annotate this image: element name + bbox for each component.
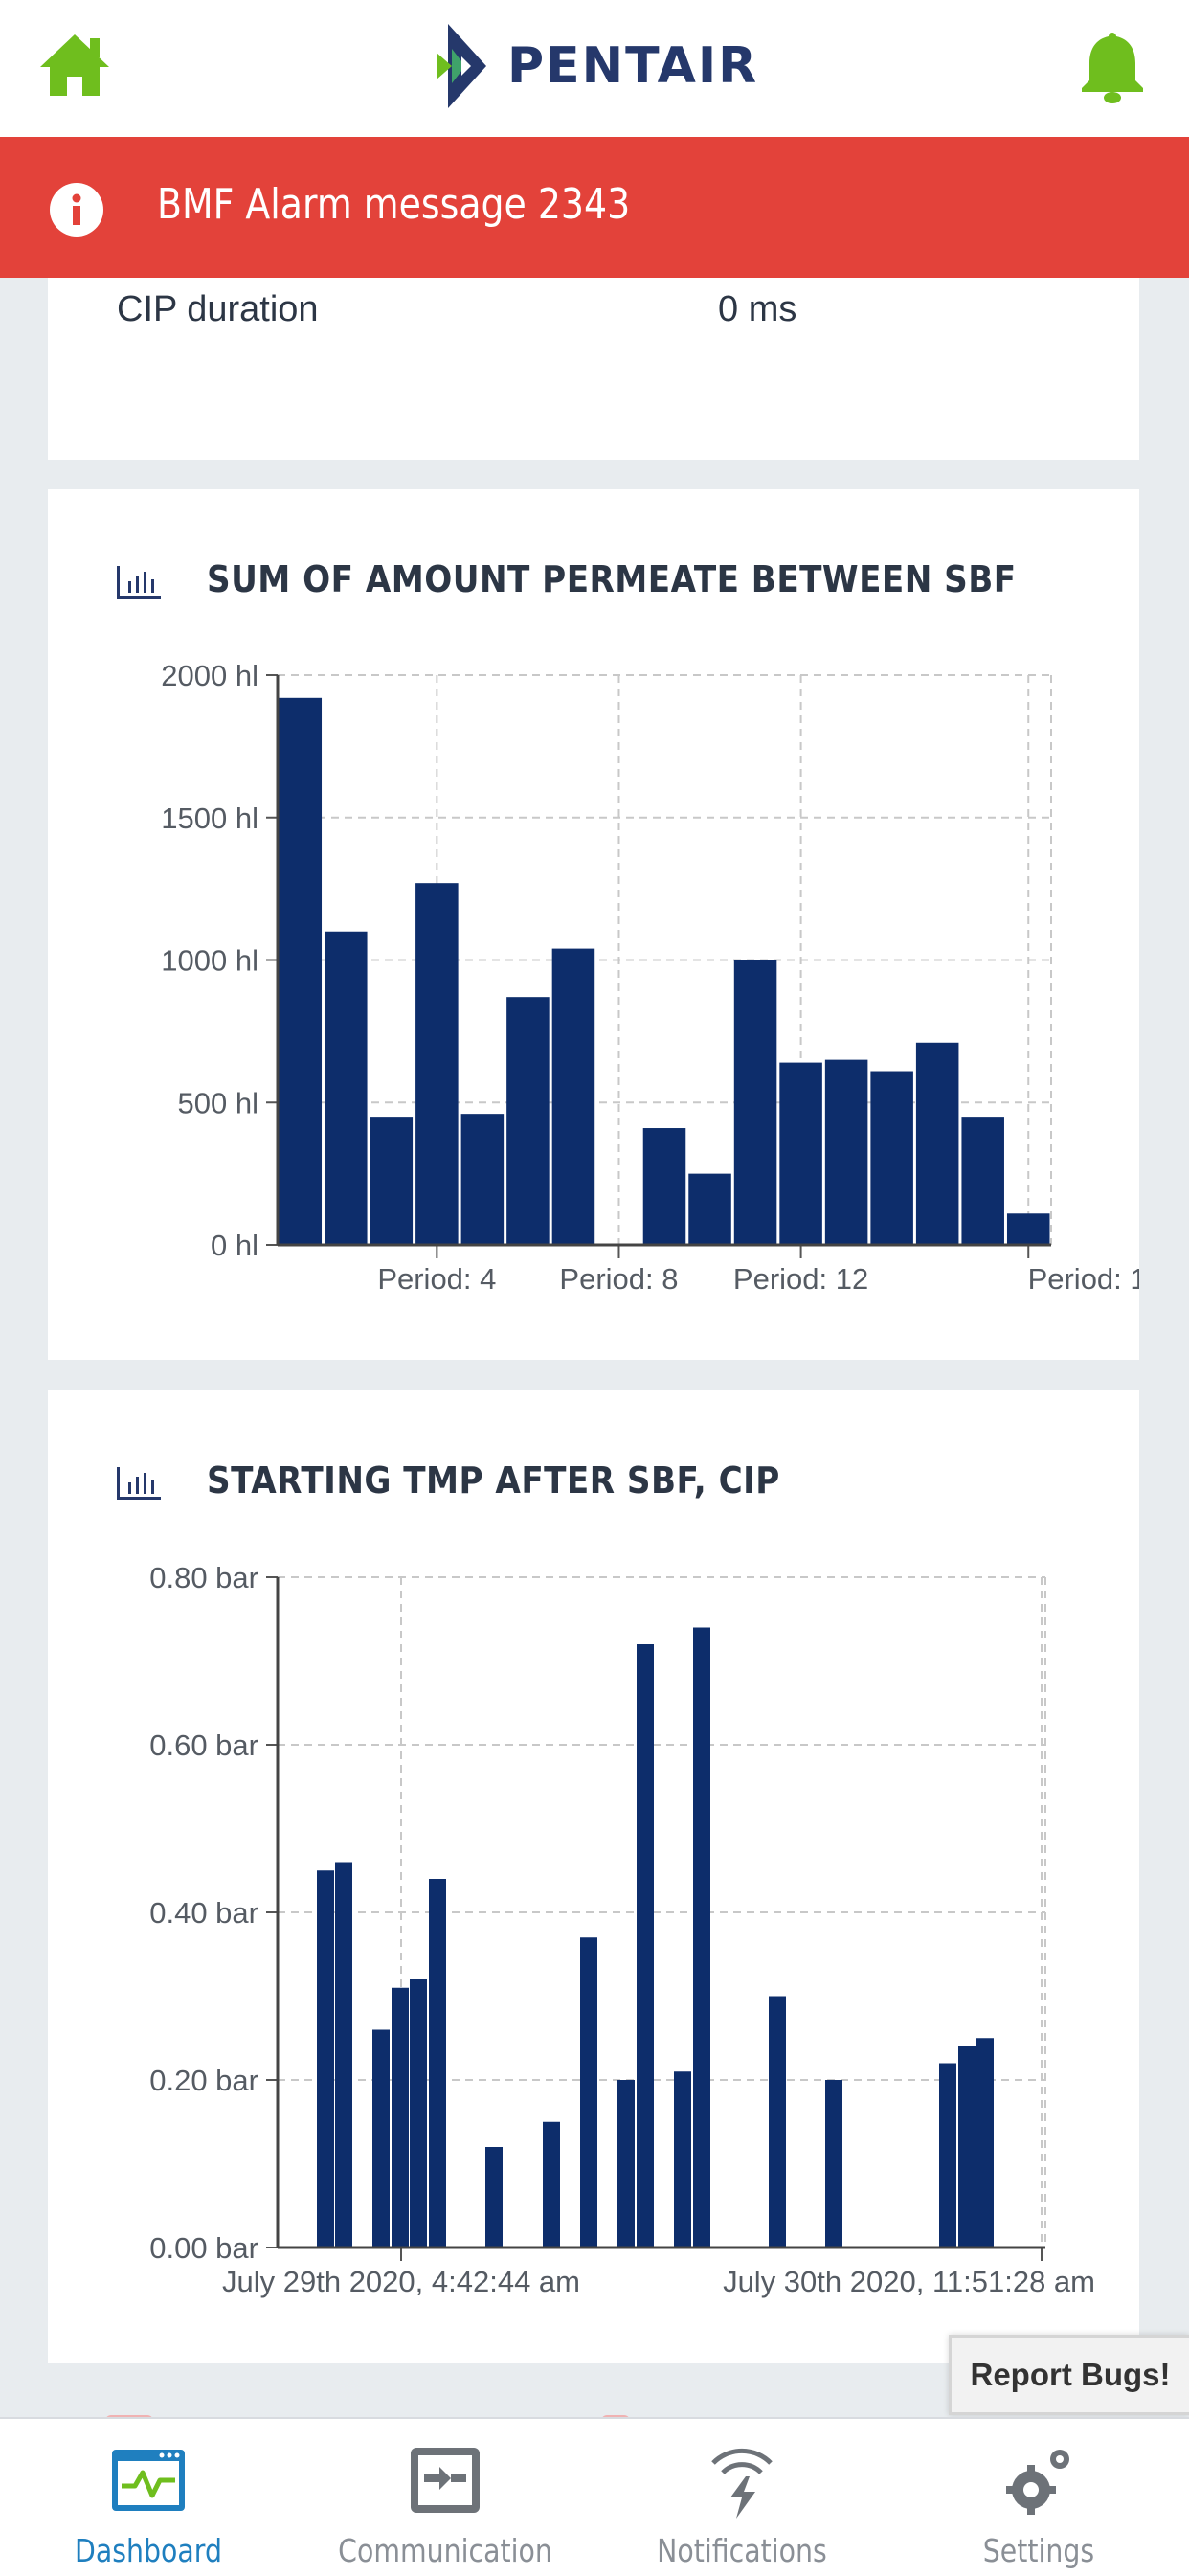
bar: [976, 2038, 994, 2248]
bar: [325, 931, 368, 1245]
tab-notifications[interactable]: Notifications: [594, 2419, 890, 2576]
bar: [551, 948, 595, 1245]
permeate-bar-chart: 0 hl 500 hl 1000 hl 1500 hl 2000 hl Period: 4…: [161, 659, 1139, 1296]
dashboard-icon: [112, 2450, 185, 2511]
top-bar: PENTAIR: [0, 0, 1189, 137]
x-tick-label: Period: 12: [733, 1262, 868, 1296]
bar: [370, 1117, 414, 1245]
y-tick-label: 500 hl: [178, 1086, 258, 1119]
y-tick-label: 1000 hl: [161, 944, 258, 978]
y-tick-label: 0.40 bar: [149, 1896, 258, 1930]
bar-chart-icon: [117, 566, 161, 599]
brand-name: PENTAIR: [507, 37, 759, 95]
bar: [317, 1870, 334, 2248]
tab-settings[interactable]: Settings: [890, 2419, 1187, 2576]
tab-label: Communication: [338, 2532, 552, 2569]
bar: [642, 1128, 686, 1245]
pentair-logo-icon: [437, 24, 486, 108]
home-icon[interactable]: [36, 31, 113, 100]
bar: [617, 2080, 635, 2248]
cip-duration-value: 0 ms: [718, 289, 797, 329]
bar: [769, 1996, 786, 2248]
settings-icon: [1006, 2450, 1069, 2515]
y-tick-label: 0 hl: [211, 1229, 258, 1262]
bell-icon[interactable]: [1074, 29, 1151, 105]
y-tick-label: 0.00 bar: [149, 2231, 258, 2265]
bar: [915, 1042, 959, 1245]
x-tick-label: July 30th 2020, 11:51:28 am: [723, 2265, 1095, 2298]
bar: [939, 2063, 956, 2248]
bar: [637, 1644, 654, 2248]
tab-label: Settings: [982, 2532, 1095, 2569]
bar: [429, 1879, 446, 2248]
alert-message: BMF Alarm message 2343: [157, 180, 631, 229]
bar: [580, 1937, 597, 2248]
y-tick-label: 0.20 bar: [149, 2064, 258, 2097]
tab-label: Notifications: [657, 2532, 827, 2569]
bar: [506, 997, 550, 1245]
report-bugs-button[interactable]: Report Bugs!: [949, 2335, 1189, 2415]
tab-label: Dashboard: [75, 2532, 222, 2569]
bar: [688, 1173, 731, 1245]
bar-chart-icon: [117, 1467, 161, 1500]
bar: [961, 1117, 1004, 1245]
bar: [733, 960, 777, 1245]
pentair-logo: PENTAIR: [429, 23, 758, 109]
cip-duration-label: CIP duration: [117, 289, 319, 329]
bar: [825, 2080, 842, 2248]
bar: [1006, 1213, 1050, 1245]
bar: [335, 1862, 352, 2248]
communication-icon: [411, 2448, 480, 2513]
bar: [415, 883, 459, 1245]
summary-card: CIP duration 0 ms: [48, 278, 1139, 460]
notifications-icon: [711, 2448, 773, 2519]
alert-banner[interactable]: BMF Alarm message 2343: [0, 137, 1189, 278]
chart-title: STARTING TMP AFTER SBF, CIP: [207, 1459, 780, 1502]
y-tick-label: 0.60 bar: [149, 1729, 258, 1762]
bar: [460, 1114, 505, 1245]
bar: [372, 2029, 390, 2248]
x-tick-label: July 29th 2020, 4:42:44 am: [222, 2265, 580, 2298]
info-icon: [50, 183, 103, 237]
bar: [543, 2121, 560, 2248]
tmp-chart-card: STARTING TMP AFTER SBF, CIP 0.00 bar 0.20…: [48, 1390, 1139, 2363]
bar: [824, 1059, 868, 1245]
bar: [279, 697, 323, 1245]
bar: [779, 1062, 822, 1245]
tab-dashboard[interactable]: Dashboard: [0, 2419, 297, 2576]
permeate-chart-card: SUM OF AMOUNT PERMEATE BETWEEN SBF 0 hl 5…: [48, 489, 1139, 1360]
bar: [410, 1979, 427, 2248]
bar: [392, 1987, 409, 2248]
tab-communication[interactable]: Communication: [297, 2419, 594, 2576]
y-tick-label: 0.80 bar: [149, 1561, 258, 1594]
x-tick-label: Period: 8: [559, 1262, 678, 1296]
bar: [674, 2071, 691, 2248]
x-tick-label: Period: 4: [377, 1262, 496, 1296]
y-tick-label: 2000 hl: [161, 659, 258, 692]
x-tick-label: Period: 17: [1028, 1262, 1139, 1296]
bar: [693, 1627, 710, 2248]
bar: [485, 2147, 503, 2248]
tmp-bar-chart: 0.00 bar 0.20 bar 0.40 bar 0.60 bar 0.80 bar…: [149, 1561, 1095, 2298]
bar: [870, 1071, 913, 1245]
bar: [958, 2046, 976, 2248]
chart-title: SUM OF AMOUNT PERMEATE BETWEEN SBF: [207, 558, 1017, 600]
y-tick-label: 1500 hl: [161, 802, 258, 835]
bottom-tab-bar: Dashboard Communication Notifications: [0, 2417, 1189, 2576]
